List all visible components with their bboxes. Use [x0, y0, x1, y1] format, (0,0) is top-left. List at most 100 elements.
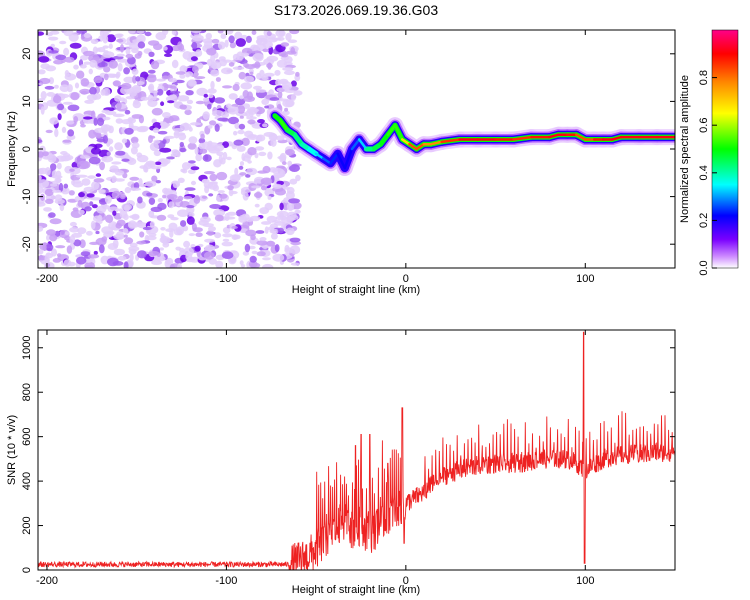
noise-blob: [247, 108, 260, 113]
noise-blob: [88, 129, 97, 139]
noise-blob: [234, 167, 239, 176]
colorbar-tick-label: 0.6: [698, 118, 710, 133]
noise-blob: [159, 247, 164, 251]
bottom-y-tick-label: 1000: [21, 336, 33, 360]
ridge-segment: [372, 142, 382, 151]
noise-blob: [190, 180, 197, 186]
noise-blob: [202, 154, 212, 162]
noise-blob: [46, 229, 56, 236]
noise-blob: [97, 214, 103, 222]
noise-blob: [239, 172, 247, 176]
noise-blob: [284, 247, 293, 254]
noise-blob: [93, 250, 98, 255]
noise-blob: [171, 59, 179, 69]
noise-blob: [272, 253, 285, 262]
noise-blob: [253, 85, 262, 90]
bottom-y-tick-label: 0: [21, 567, 33, 573]
noise-blob: [122, 228, 129, 234]
noise-blob: [268, 132, 278, 142]
noise-blob: [280, 56, 289, 61]
noise-blob: [214, 214, 224, 222]
noise-blob: [103, 66, 111, 73]
noise-blob: [262, 123, 268, 128]
noise-blob: [75, 174, 88, 178]
noise-blob: [179, 65, 188, 74]
ridge-segment: [286, 128, 296, 136]
noise-blob: [162, 122, 168, 128]
noise-blob: [151, 175, 158, 182]
noise-blob: [229, 174, 241, 182]
noise-blob: [261, 221, 272, 225]
noise-blob: [251, 250, 258, 255]
noise-blob: [218, 56, 226, 62]
noise-blob: [38, 151, 44, 158]
noise-blob: [207, 124, 213, 129]
top-x-tick-label: 0: [403, 273, 409, 285]
noise-blob: [169, 230, 174, 238]
noise-blob: [239, 260, 244, 266]
noise-blob: [164, 259, 171, 268]
noise-blob: [118, 208, 123, 212]
noise-blob: [46, 92, 56, 97]
noise-blob: [227, 185, 234, 191]
noise-blob: [67, 261, 76, 267]
noise-blob: [177, 263, 183, 268]
noise-blob: [79, 239, 86, 249]
noise-blob: [137, 50, 143, 57]
noise-blob: [121, 119, 133, 125]
noise-blob: [57, 103, 65, 111]
noise-blob: [226, 211, 237, 216]
noise-blob: [133, 182, 140, 190]
noise-blob: [84, 206, 92, 212]
noise-blob: [293, 90, 303, 96]
noise-blob: [54, 194, 63, 202]
noise-blob: [231, 225, 238, 229]
noise-blob: [201, 178, 210, 184]
noise-blob: [285, 99, 295, 108]
noise-blob: [255, 88, 261, 93]
noise-blob: [77, 227, 87, 235]
noise-blob: [52, 258, 62, 263]
noise-blob: [114, 178, 125, 182]
noise-blob: [250, 262, 261, 268]
noise-blob: [136, 34, 146, 44]
top-y-tick-label: -10: [21, 189, 33, 205]
noise-blob: [39, 77, 51, 85]
noise-blob: [162, 139, 167, 145]
noise-blob: [131, 142, 140, 149]
noise-blob: [261, 75, 269, 81]
noise-blob: [145, 180, 157, 187]
top-y-tick-label: 0: [21, 146, 33, 152]
noise-blob: [262, 257, 271, 261]
ridge-segment: [415, 142, 426, 151]
noise-blob: [254, 192, 263, 198]
noise-blob: [50, 43, 55, 48]
noise-blob: [252, 53, 264, 62]
noise-blob: [208, 258, 217, 265]
noise-blob: [200, 216, 211, 223]
noise-blob: [38, 56, 50, 63]
noise-blob: [50, 183, 58, 187]
noise-blob: [187, 169, 196, 175]
noise-blob: [93, 76, 103, 84]
noise-blob: [247, 160, 252, 164]
noise-blob: [131, 68, 139, 75]
noise-blob: [48, 212, 56, 218]
ridge-segment: [314, 152, 325, 160]
noise-blob: [289, 30, 300, 35]
noise-blob: [119, 194, 126, 200]
noise-blob: [78, 192, 85, 198]
noise-blob: [44, 188, 54, 197]
noise-blob: [161, 75, 170, 80]
bottom-x-tick-label: -200: [36, 575, 58, 587]
noise-blob: [61, 126, 67, 133]
noise-blob: [225, 30, 232, 33]
noise-blob: [260, 177, 273, 185]
noise-blob: [64, 56, 75, 63]
noise-blob: [69, 221, 77, 227]
noise-blob: [150, 206, 163, 213]
noise-blob: [68, 190, 75, 196]
noise-blob: [48, 36, 59, 41]
noise-blob: [108, 146, 114, 152]
